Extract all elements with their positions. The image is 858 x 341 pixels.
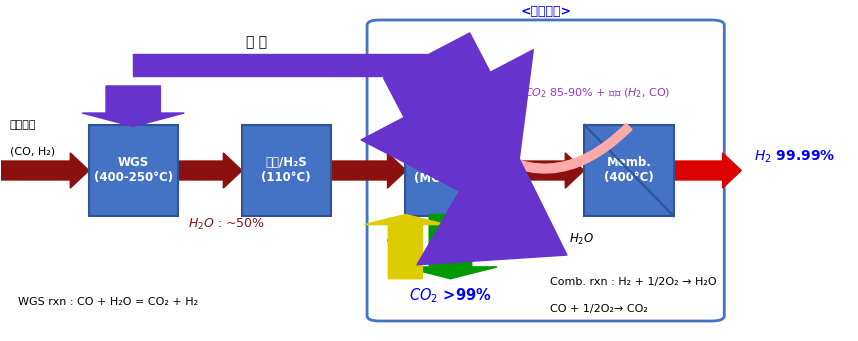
Text: WGS rxn : CO + H₂O = CO₂ + H₂: WGS rxn : CO + H₂O = CO₂ + H₂ bbox=[18, 297, 198, 307]
Text: CO + 1/2O₂→ CO₂: CO + 1/2O₂→ CO₂ bbox=[550, 304, 648, 314]
Polygon shape bbox=[82, 86, 184, 127]
Text: $CO_2$ >99%: $CO_2$ >99% bbox=[409, 286, 492, 305]
Polygon shape bbox=[365, 214, 446, 279]
Text: 탈수/H₂S
(110°C): 탈수/H₂S (110°C) bbox=[262, 157, 311, 184]
Text: $H_2O$: $H_2O$ bbox=[570, 232, 595, 247]
Text: Comb. rxn : H₂ + 1/2O₂ → H₂O: Comb. rxn : H₂ + 1/2O₂ → H₂O bbox=[550, 277, 716, 287]
Text: $H_2O$ : ~50%: $H_2O$ : ~50% bbox=[188, 217, 265, 232]
Polygon shape bbox=[674, 153, 741, 188]
Polygon shape bbox=[516, 153, 584, 188]
FancyBboxPatch shape bbox=[88, 125, 178, 216]
Text: WGS
(400-250°C): WGS (400-250°C) bbox=[94, 157, 172, 184]
Text: $H_2$ 99.99%: $H_2$ 99.99% bbox=[754, 149, 836, 165]
Text: 합성가스: 합성가스 bbox=[10, 120, 36, 130]
Text: $O_2$: $O_2$ bbox=[386, 234, 402, 249]
Polygon shape bbox=[331, 153, 406, 188]
Text: Memb.
(400°C): Memb. (400°C) bbox=[604, 157, 654, 184]
FancyBboxPatch shape bbox=[584, 125, 674, 216]
Text: 스 틸: 스 틸 bbox=[246, 35, 267, 49]
FancyBboxPatch shape bbox=[405, 125, 516, 216]
FancyArrowPatch shape bbox=[461, 123, 632, 173]
Polygon shape bbox=[403, 214, 497, 279]
Text: (CO, H₂): (CO, H₂) bbox=[10, 147, 55, 157]
Text: 연소기
(MCR, 400°C)): 연소기 (MCR, 400°C)) bbox=[414, 157, 508, 184]
Text: $CO_2$ 85-90% + 기타 ($H_2$, CO): $CO_2$ 85-90% + 기타 ($H_2$, CO) bbox=[523, 86, 670, 100]
Polygon shape bbox=[178, 153, 242, 188]
Bar bbox=[133, 54, 426, 76]
Polygon shape bbox=[0, 153, 89, 188]
FancyBboxPatch shape bbox=[242, 125, 331, 216]
Text: <개발목표>: <개발목표> bbox=[520, 5, 571, 18]
